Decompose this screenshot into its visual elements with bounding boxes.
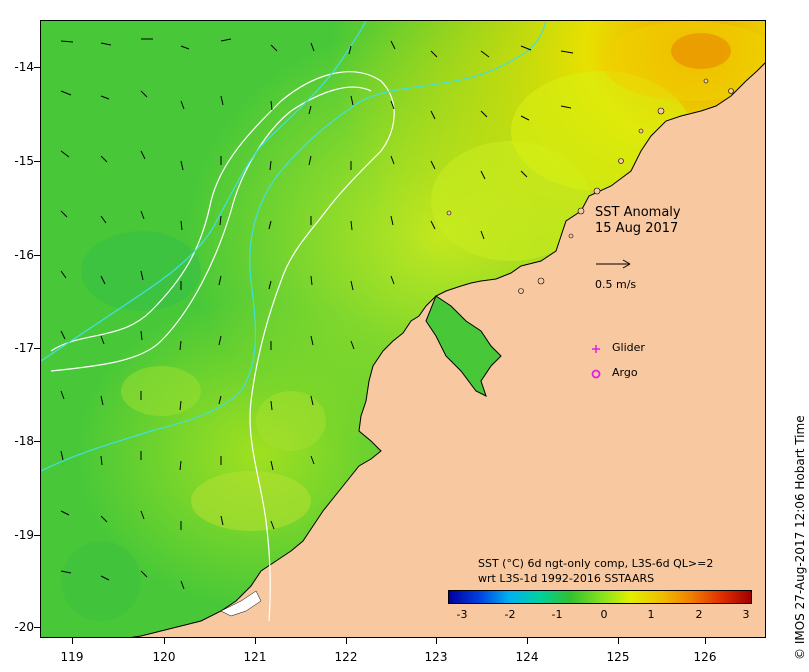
y-tick-label: -19: [14, 528, 34, 542]
y-tick-label: -18: [14, 434, 34, 448]
colorbar-tick: -1: [551, 608, 563, 621]
colorbar-title-line2: wrt L3S-1d 1992-2016 SSTAARS: [478, 572, 655, 585]
y-tick-label: -17: [14, 341, 34, 355]
colorbar-tick: 0: [600, 608, 608, 621]
x-tick-label: 121: [243, 650, 267, 664]
colorbar-tick: -3: [456, 608, 468, 621]
glider-symbol: [592, 345, 600, 353]
colorbar-title-line1: SST (°C) 6d ngt-only comp, L3S-6d QL>=2: [478, 557, 714, 570]
legend-glider-label: Glider: [612, 341, 645, 354]
colorbar-tick: -2: [504, 608, 516, 621]
colorbar-tick: 2: [695, 608, 703, 621]
vector-scale-label: 0.5 m/s: [595, 278, 637, 291]
imos-credit: © IMOS 27-Aug-2017 12:06 Hobart Time: [793, 415, 807, 660]
sst-map: [41, 21, 765, 637]
colorbar-tick: 3: [742, 608, 750, 621]
map-title-line1: SST Anomaly: [595, 205, 681, 220]
map-title-line2: 15 Aug 2017: [595, 221, 679, 236]
vector-scale-arrow: [596, 259, 631, 269]
x-tick-label: 122: [334, 650, 358, 664]
x-tick-label: 120: [152, 650, 176, 664]
y-tick-label: -20: [14, 620, 34, 634]
x-tick-label: 124: [515, 650, 539, 664]
x-tick-label: 125: [606, 650, 630, 664]
legend-argo-label: Argo: [612, 366, 638, 379]
x-tick-label: 123: [424, 650, 448, 664]
argo-symbol: [591, 369, 601, 379]
map-frame: [40, 20, 766, 638]
y-tick-label: -16: [14, 248, 34, 262]
colorbar-tick: 1: [647, 608, 655, 621]
x-tick-label: 126: [693, 650, 717, 664]
colorbar: [448, 590, 752, 604]
y-tick-label: -15: [14, 154, 34, 168]
y-tick-label: -14: [14, 60, 34, 74]
x-tick-label: 119: [60, 650, 84, 664]
